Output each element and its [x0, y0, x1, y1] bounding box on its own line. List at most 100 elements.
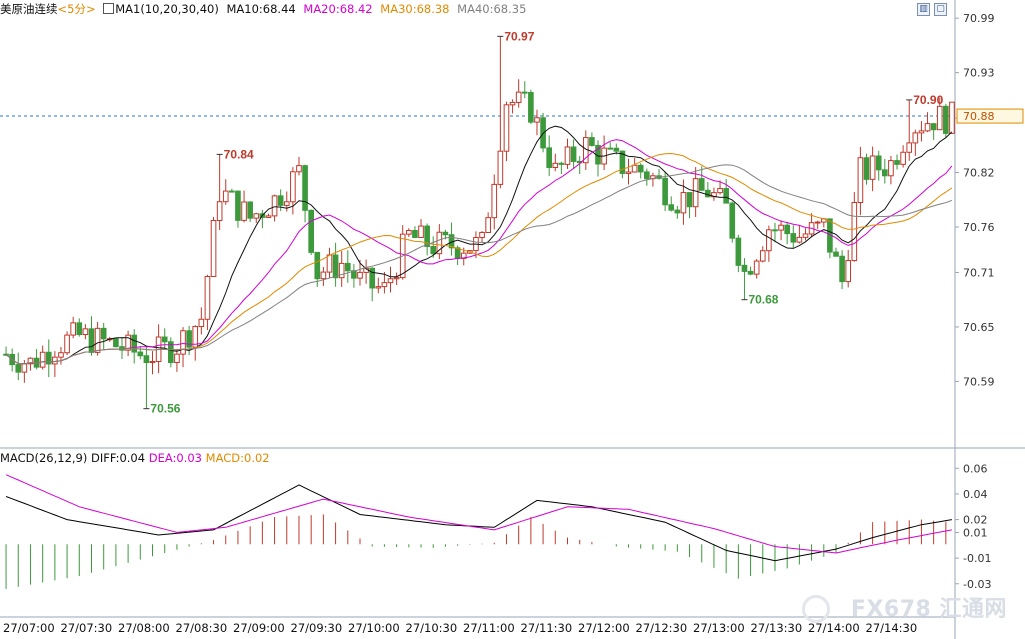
candle-body — [686, 192, 693, 208]
candle-body — [424, 225, 430, 247]
candle-body — [589, 137, 595, 146]
candle-body — [833, 251, 839, 257]
candle-body — [131, 334, 138, 353]
candle-body — [692, 178, 699, 208]
candle-body — [607, 147, 614, 150]
ma30-line — [5, 152, 953, 365]
candle-body — [344, 262, 351, 272]
ma40-line — [5, 164, 953, 365]
candle-body — [137, 351, 144, 357]
candle-body — [766, 229, 772, 252]
candle-body — [625, 171, 632, 174]
time-axis-label: 27/09:30 — [291, 621, 343, 635]
diff-value: DIFF:0.04 — [91, 451, 146, 465]
candle-body — [58, 352, 64, 358]
candle-body — [375, 286, 382, 289]
candle-body — [381, 282, 388, 288]
ma10-value: MA10:68.44 — [226, 2, 296, 16]
candle-body — [772, 229, 778, 232]
macd-tick-label: -0.01 — [963, 552, 991, 565]
candle-body — [778, 224, 784, 231]
price-tick-label: 70.65 — [963, 321, 995, 334]
candle-body — [644, 171, 650, 180]
macd-tick-label: 0.04 — [963, 488, 988, 501]
candle-body — [796, 236, 803, 243]
candle-body — [882, 169, 888, 177]
candle-body — [442, 231, 449, 236]
candle-body — [283, 201, 290, 206]
candle-body — [204, 275, 211, 320]
candle-body — [70, 322, 76, 336]
candle-body — [888, 160, 894, 177]
candle-body — [552, 162, 559, 168]
candle-body — [845, 260, 852, 283]
candle-body — [430, 245, 437, 255]
candle-body — [698, 178, 705, 191]
time-axis-label: 27/10:30 — [406, 621, 458, 635]
candle-body — [869, 155, 876, 180]
period-label[interactable]: <5分> — [57, 2, 96, 16]
candle-body — [64, 334, 70, 354]
candle-body — [747, 270, 754, 275]
candle-body — [705, 189, 711, 198]
candle-body — [393, 277, 400, 280]
chart-type-icon[interactable]: ▥ — [917, 3, 930, 16]
candle-body — [320, 271, 327, 280]
watermark-icon — [802, 595, 830, 623]
extreme-label: 70.84 — [224, 147, 254, 161]
time-axis-label: 27/13:00 — [693, 621, 745, 635]
candle-body — [717, 188, 723, 194]
candle-body — [88, 328, 95, 353]
extreme-label: 70.68 — [748, 293, 778, 307]
time-axis-label: 27/08:30 — [176, 621, 228, 635]
candle-body — [814, 221, 821, 224]
candle-body — [613, 147, 620, 152]
candle-body — [857, 157, 864, 203]
candle-body — [113, 338, 119, 348]
macd-tick-label: -0.03 — [963, 578, 991, 591]
time-axis-label: 27/11:30 — [521, 621, 573, 635]
candle-body — [662, 177, 668, 206]
candle-body — [418, 225, 424, 239]
candle-body — [558, 162, 565, 165]
ma-indicator-label: MA1(10,20,30,40) — [115, 2, 219, 16]
candle-body — [174, 353, 180, 363]
candle-body — [668, 204, 675, 211]
candle-body — [351, 270, 357, 279]
candle-body — [125, 334, 131, 351]
candle-body — [912, 132, 919, 144]
candle-body — [271, 195, 278, 217]
candle-body — [924, 123, 931, 132]
indicator-icon[interactable] — [103, 3, 115, 14]
candle-body — [76, 322, 83, 336]
candle-body — [637, 164, 644, 173]
candle-body — [839, 255, 845, 283]
candle-body — [680, 192, 687, 214]
candle-body — [192, 326, 199, 348]
extreme-label: 70.90 — [913, 93, 943, 107]
candle-body — [674, 209, 681, 214]
candle-body — [149, 360, 156, 364]
ma20-value: MA20:68.42 — [303, 2, 373, 16]
candle-body — [802, 233, 809, 238]
maximize-icon[interactable]: ▢ — [934, 3, 947, 16]
candle-body — [851, 201, 858, 262]
candle-body — [143, 355, 150, 364]
extreme-label: 70.97 — [504, 29, 534, 43]
candle-body — [302, 165, 308, 211]
candle-body — [491, 183, 498, 219]
candle-body — [735, 237, 742, 266]
time-axis-label: 27/11:00 — [463, 621, 515, 635]
candle-body — [235, 190, 241, 221]
candle-body — [894, 160, 900, 165]
last-price-label: 70.88 — [963, 110, 995, 123]
time-axis-label: 27/09:00 — [233, 621, 285, 635]
candle-body — [314, 251, 321, 280]
instrument-name[interactable]: 美原油连续 — [0, 2, 58, 16]
candle-body — [39, 351, 46, 368]
time-axis-label: 27/12:30 — [636, 621, 688, 635]
ma10-line — [5, 125, 953, 365]
candle-body — [168, 341, 174, 363]
candle-body — [723, 188, 729, 204]
